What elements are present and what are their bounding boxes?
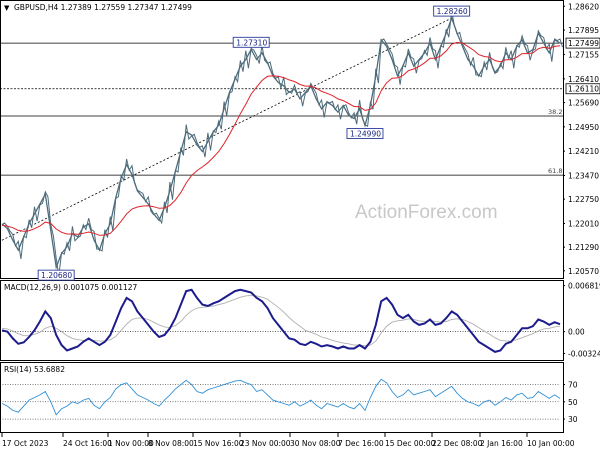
macd-signal-line xyxy=(1,294,561,347)
annotation-box xyxy=(433,5,471,17)
x-tick-label: 10 Jan 00:00 xyxy=(527,439,575,448)
annotation-box xyxy=(346,128,384,139)
x-tick-label: 8 Nov 08:00 xyxy=(148,439,194,448)
price-tick-label: 1.25690 xyxy=(568,99,599,108)
price-panel xyxy=(0,0,564,279)
price-tick-label: 1.22010 xyxy=(568,219,599,228)
x-tick-label: 15 Dec 00:00 xyxy=(385,439,436,448)
fib-label: 38.2 xyxy=(548,108,562,116)
price-tick-label: 1.23470 xyxy=(568,171,599,180)
annotation-box xyxy=(232,36,270,48)
rsi-line xyxy=(1,378,561,416)
price-series-close xyxy=(1,16,561,270)
price-annotation: 1.28260 xyxy=(433,5,471,17)
level-label-text: 1.26110 xyxy=(568,85,599,94)
x-tick-label: 22 Dec 08:00 xyxy=(432,439,483,448)
fib-label: 61.8 xyxy=(548,167,562,175)
price-annotation: 1.24990 xyxy=(346,128,384,139)
watermark: ActionForex.com xyxy=(355,202,498,223)
price-tick-label: 1.22750 xyxy=(568,195,599,204)
macd-line xyxy=(1,288,561,353)
price-tick-label: 1.27895 xyxy=(568,26,599,35)
macd-plot: 0.006819 0.00 -0.003241 xyxy=(0,282,600,359)
price-annotation: 1.27310 xyxy=(232,36,270,48)
price-tick-label: 1.28620 xyxy=(568,2,599,11)
macd-label: MACD(12,26,9) 0.001075 0.001127 xyxy=(4,283,138,292)
rsi-tick-label: 70 xyxy=(568,381,578,390)
current-price-label-text: 1.27499 xyxy=(568,39,599,48)
macd-tick-label: 0.00 xyxy=(568,328,585,337)
rsi-panel xyxy=(0,362,564,433)
price-annotation: 1.20680 xyxy=(37,269,75,281)
annotation-text: 1.28260 xyxy=(437,7,468,16)
x-axis: 17 Oct 2023 24 Oct 16:001 Nov 00:008 Nov … xyxy=(1,433,575,448)
price-tick-label: 1.26410 xyxy=(568,75,599,84)
macd-tick-label: -0.003241 xyxy=(568,350,600,359)
x-tick-label: 7 Dec 16:00 xyxy=(338,439,384,448)
rsi-tick-label: 30 xyxy=(568,415,578,424)
price-tick-label: 1.20570 xyxy=(568,267,599,276)
macd-tick-label: 0.006819 xyxy=(568,282,600,291)
x-tick-label: 15 Nov 16:00 xyxy=(193,439,244,448)
moving-average xyxy=(1,41,561,236)
annotation-text: 1.27310 xyxy=(236,38,267,47)
price-tick-label: 1.27155 xyxy=(568,50,599,59)
price-plot: 1.28620 1.27895 1.27155 1.26410 1.25690 1.249… xyxy=(0,2,600,281)
rsi-label: RSI(14) 53.6882 xyxy=(4,365,65,374)
annotation-text: 1.24990 xyxy=(350,130,381,139)
current-price-label: 1.27499 xyxy=(565,37,600,49)
price-tick-label: 1.24210 xyxy=(568,147,599,156)
x-tick-label: 2 Jan 16:00 xyxy=(480,439,523,448)
level-label-box xyxy=(565,83,600,95)
x-tick-label: 1 Nov 00:00 xyxy=(108,439,154,448)
annotation-text: 1.20680 xyxy=(41,271,72,280)
level-label: 1.26110 xyxy=(565,83,600,95)
x-tick-label: 30 Nov 08:00 xyxy=(290,439,341,448)
rsi-plot: 70 50 30 xyxy=(0,378,578,424)
x-tick-label: 17 Oct 2023 xyxy=(2,439,49,448)
current-price-label-box xyxy=(565,37,600,49)
macd-panel xyxy=(0,280,564,361)
price-series xyxy=(1,10,564,277)
price-tick-label: 1.24950 xyxy=(568,123,599,132)
trendline xyxy=(1,17,452,241)
annotation-box xyxy=(37,269,75,281)
rsi-tick-label: 50 xyxy=(568,398,578,407)
chart-dropdown-icon[interactable]: ▼ xyxy=(4,4,10,12)
symbol-header: GBPUSD,H4 1.27389 1.27559 1.27347 1.2749… xyxy=(14,3,192,12)
x-tick-label: 24 Oct 16:00 xyxy=(63,439,112,448)
x-tick-label: 23 Nov 00:00 xyxy=(240,439,291,448)
price-tick-label: 1.21290 xyxy=(568,243,599,252)
